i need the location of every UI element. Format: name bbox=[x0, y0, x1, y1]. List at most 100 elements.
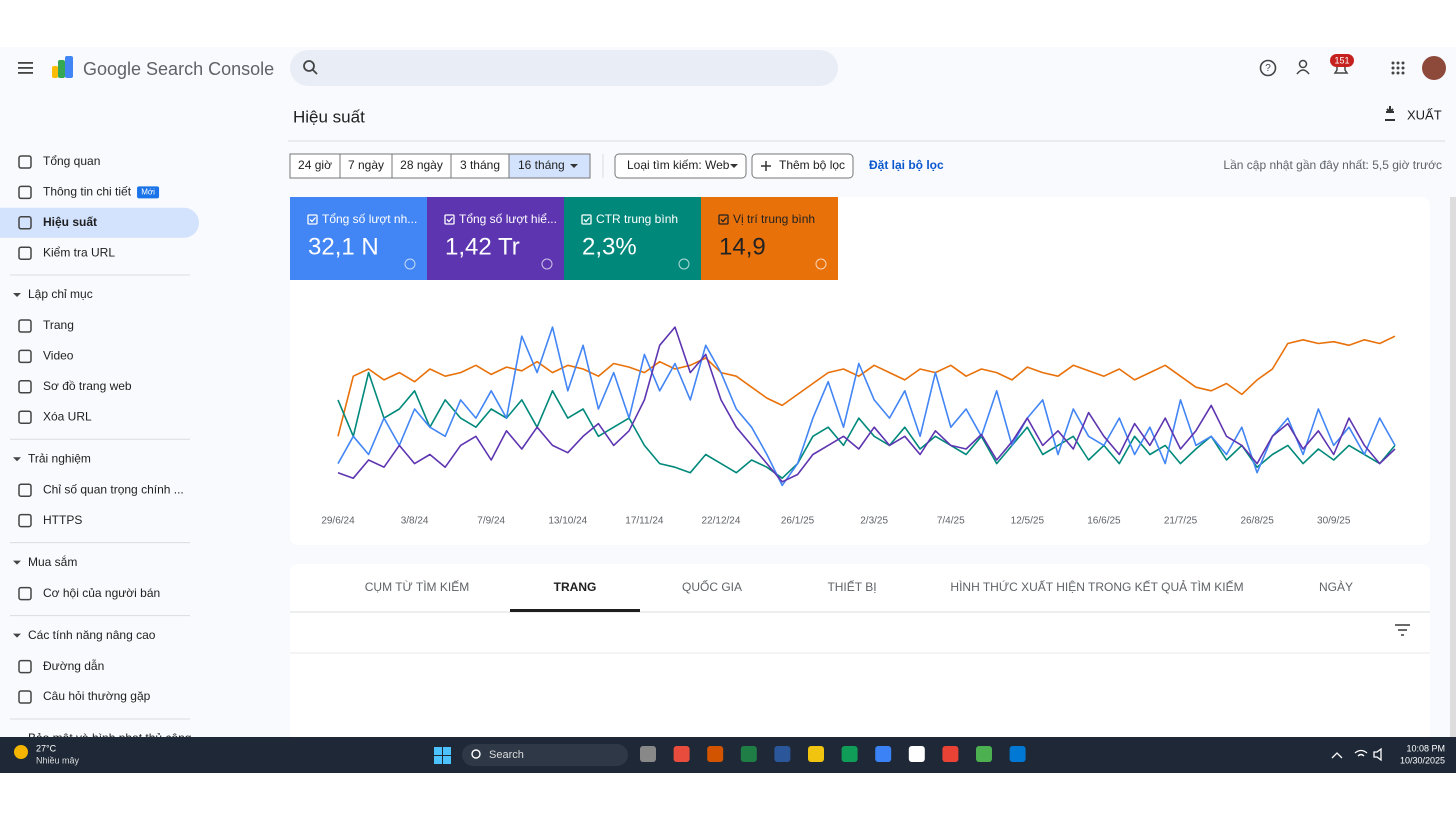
x-tick-label: 3/8/24 bbox=[401, 516, 429, 527]
apps-button[interactable] bbox=[1391, 61, 1405, 75]
nav-item[interactable]: Thông tin chi tiết bbox=[43, 185, 132, 199]
nav-icon bbox=[18, 319, 32, 333]
caret bbox=[13, 457, 21, 462]
nav-icon bbox=[18, 380, 32, 394]
series-line bbox=[337, 335, 1396, 437]
nav-selected bbox=[0, 207, 200, 238]
taskbar-search[interactable] bbox=[462, 744, 628, 766]
x-tick-label: 21/7/25 bbox=[1164, 516, 1198, 527]
range-button[interactable] bbox=[450, 153, 510, 179]
nav-item[interactable]: HTTPS bbox=[43, 513, 82, 527]
metric-card[interactable] bbox=[427, 197, 564, 280]
nav-icon bbox=[18, 483, 32, 497]
range-button[interactable] bbox=[508, 153, 591, 179]
nav-section[interactable]: Trải nghiệm bbox=[28, 451, 91, 465]
series-line bbox=[337, 326, 1396, 483]
metric-card[interactable] bbox=[564, 197, 701, 280]
nav-item[interactable]: Video bbox=[43, 349, 74, 363]
menu-button[interactable] bbox=[18, 62, 33, 74]
taskbar-app[interactable] bbox=[808, 746, 824, 762]
x-tick-label: 7/9/24 bbox=[477, 516, 505, 527]
nav-item[interactable]: Tổng quan bbox=[43, 154, 100, 168]
weather-icon bbox=[14, 745, 28, 759]
clock-date: 10/30/2025 bbox=[1400, 755, 1445, 765]
range-label: 3 tháng bbox=[460, 158, 500, 172]
tab[interactable]: QUỐC GIA bbox=[682, 579, 742, 594]
nav-item[interactable]: Hiệu suất bbox=[43, 215, 97, 229]
scrollbar bbox=[1450, 197, 1456, 737]
taskbar-app[interactable] bbox=[875, 746, 892, 762]
taskbar-app[interactable] bbox=[740, 746, 757, 762]
search-type-button[interactable] bbox=[614, 153, 747, 179]
add-filter-button[interactable] bbox=[751, 153, 854, 179]
nav-section[interactable]: Mua sắm bbox=[28, 554, 77, 569]
caret bbox=[570, 164, 578, 168]
nav-item[interactable]: Đường dẫn bbox=[43, 658, 104, 673]
range-label: 24 giờ bbox=[298, 158, 332, 172]
weather: Nhiều mây bbox=[36, 755, 80, 765]
series-line bbox=[337, 326, 1396, 487]
caret bbox=[13, 293, 21, 297]
notifications-button[interactable]: 151 bbox=[1330, 54, 1354, 74]
filter-table-button[interactable] bbox=[1395, 624, 1410, 636]
help-icon bbox=[541, 258, 553, 270]
tab[interactable]: NGÀY bbox=[1319, 579, 1353, 594]
page-title: Hiệu suất bbox=[293, 107, 365, 126]
check bbox=[309, 217, 316, 223]
avatar[interactable] bbox=[1422, 56, 1446, 80]
taskbar-app[interactable] bbox=[976, 746, 992, 762]
nav-item[interactable]: Chỉ số quan trọng chính ... bbox=[43, 482, 184, 496]
nav-section[interactable]: Bảo mật và hình phạt thủ công bbox=[28, 731, 191, 745]
taskbar-app[interactable] bbox=[942, 746, 959, 762]
nav-section[interactable]: Các tính năng nâng cao bbox=[28, 628, 156, 642]
taskbar-app[interactable] bbox=[707, 746, 724, 762]
taskbar-app[interactable] bbox=[841, 746, 858, 762]
search-box[interactable] bbox=[290, 50, 838, 86]
x-tick-label: 7/4/25 bbox=[937, 516, 965, 527]
nav-section[interactable]: Lập chỉ mục bbox=[28, 287, 93, 301]
taskbar-app[interactable] bbox=[774, 746, 791, 762]
tab[interactable]: CỤM TỪ TÌM KIẾM bbox=[365, 579, 469, 594]
nav-icon bbox=[18, 410, 32, 424]
export-button[interactable]: XUẤT bbox=[1385, 106, 1442, 122]
users-button[interactable] bbox=[1296, 59, 1310, 75]
taskbar-app[interactable] bbox=[673, 746, 690, 762]
metric-card[interactable] bbox=[290, 197, 427, 280]
nav-item[interactable]: Xóa URL bbox=[43, 409, 92, 423]
checkbox bbox=[581, 214, 592, 225]
nav-item[interactable]: Kiểm tra URL bbox=[43, 245, 115, 259]
badge bbox=[137, 186, 160, 199]
metric-card[interactable] bbox=[701, 197, 838, 280]
nav-item[interactable]: Trang bbox=[43, 318, 74, 332]
range-label: 7 ngày bbox=[348, 158, 384, 172]
search-type: Loại tìm kiếm: Web bbox=[627, 158, 730, 172]
tab[interactable]: THIẾT BỊ bbox=[827, 579, 876, 594]
x-tick-label: 26/8/25 bbox=[1240, 516, 1274, 527]
x-tick-label: 2/3/25 bbox=[860, 516, 888, 527]
nav-item[interactable]: Sơ đồ trang web bbox=[43, 379, 132, 393]
x-tick-label: 12/5/25 bbox=[1011, 516, 1045, 527]
badge-text: Mới bbox=[141, 188, 155, 197]
tab[interactable]: HÌNH THỨC XUẤT HIỆN TRONG KẾT QUẢ TÌM KI… bbox=[950, 579, 1243, 594]
metric-value: 2,3% bbox=[582, 233, 637, 260]
x-tick-label: 29/6/24 bbox=[321, 516, 355, 527]
taskbar-app[interactable] bbox=[640, 746, 656, 762]
start-button[interactable] bbox=[434, 747, 451, 764]
nav-icon bbox=[18, 155, 32, 169]
tab[interactable]: TRANG bbox=[554, 580, 597, 594]
reset-filter[interactable]: Đặt lại bộ lọc bbox=[869, 158, 944, 172]
help-button[interactable]: ? bbox=[1259, 59, 1277, 77]
caret bbox=[13, 560, 21, 565]
nav-icon bbox=[18, 586, 32, 601]
taskbar-app[interactable] bbox=[908, 746, 925, 762]
svg-text:XUẤT: XUẤT bbox=[1407, 107, 1442, 122]
nav-item[interactable]: Cơ hội của người bán bbox=[43, 586, 160, 600]
x-tick-label: 26/1/25 bbox=[781, 516, 815, 527]
help-icon bbox=[815, 258, 827, 270]
temperature: 27°C bbox=[36, 743, 57, 753]
taskbar-app[interactable] bbox=[1009, 746, 1026, 762]
logo bbox=[52, 56, 73, 78]
nav-item[interactable]: Câu hỏi thường gặp bbox=[43, 689, 151, 703]
